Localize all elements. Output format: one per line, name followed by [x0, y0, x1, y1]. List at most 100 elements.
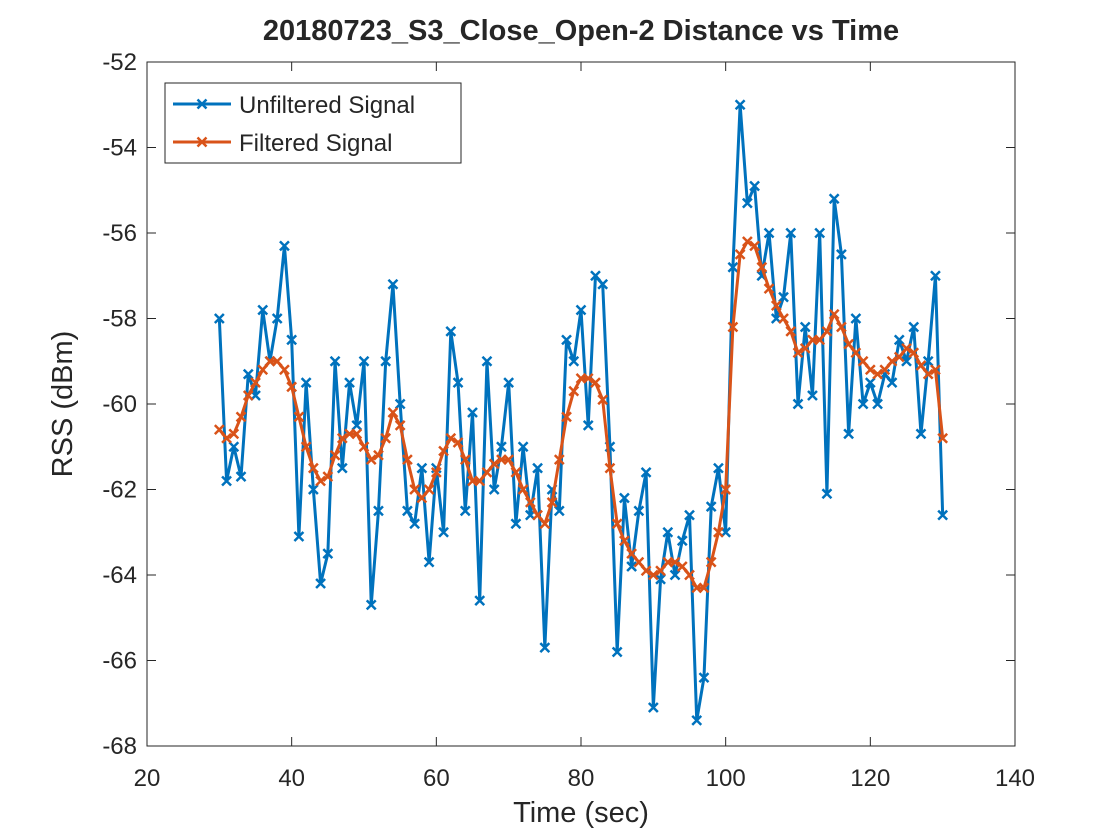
x-tick-label: 100	[706, 765, 746, 792]
point-marker	[763, 227, 775, 239]
point-marker	[821, 488, 833, 500]
point-marker	[242, 390, 254, 401]
legend-label: Filtered Signal	[239, 130, 392, 157]
point-marker	[872, 398, 883, 410]
x-axis-label: Time (sec)	[513, 797, 649, 829]
point-marker	[271, 355, 283, 367]
point-marker	[351, 428, 363, 440]
point-marker	[503, 377, 515, 389]
point-marker	[438, 526, 449, 538]
point-marker	[814, 334, 826, 346]
point-marker	[647, 702, 659, 713]
point-marker	[590, 377, 601, 389]
point-marker	[785, 325, 797, 337]
point-marker	[597, 278, 609, 290]
point-marker	[315, 475, 326, 487]
point-marker	[633, 505, 645, 517]
point-marker	[619, 492, 630, 504]
point-marker	[213, 424, 225, 436]
point-marker	[763, 283, 775, 294]
point-marker	[807, 390, 818, 401]
point-marker	[445, 325, 457, 337]
point-marker	[864, 364, 876, 376]
point-marker	[814, 227, 826, 239]
y-tick-label: -56	[102, 220, 137, 247]
point-marker	[785, 227, 797, 239]
point-marker	[922, 355, 934, 367]
point-marker	[351, 419, 363, 431]
point-marker	[510, 467, 522, 478]
point-marker	[553, 454, 565, 465]
point-marker	[365, 454, 377, 465]
point-marker	[394, 419, 406, 431]
point-marker	[799, 321, 811, 333]
point-marker	[373, 449, 384, 461]
point-marker	[741, 236, 753, 247]
point-marker	[640, 467, 652, 478]
point-marker	[828, 193, 840, 205]
point-marker	[821, 325, 833, 337]
point-marker	[684, 569, 695, 581]
point-marker	[496, 441, 507, 453]
point-marker	[611, 646, 623, 658]
point-marker	[228, 428, 240, 440]
point-marker	[300, 441, 312, 453]
point-marker	[423, 556, 435, 568]
point-marker	[741, 197, 753, 209]
x-tick-label: 40	[278, 765, 305, 792]
point-marker	[937, 432, 949, 444]
point-marker	[850, 347, 862, 359]
point-marker	[228, 441, 240, 453]
point-marker	[373, 505, 384, 517]
point-marker	[568, 385, 580, 397]
x-tick-label: 20	[134, 765, 161, 792]
point-marker	[474, 475, 486, 487]
point-marker	[503, 454, 515, 465]
point-marker	[792, 398, 804, 410]
point-marker	[329, 355, 341, 367]
point-marker	[850, 313, 862, 324]
point-marker	[402, 505, 413, 517]
point-marker	[901, 355, 912, 367]
point-marker	[307, 462, 319, 474]
point-marker	[416, 492, 428, 504]
point-marker	[590, 270, 601, 282]
point-marker	[532, 509, 543, 521]
point-marker	[488, 458, 500, 470]
point-marker	[879, 364, 891, 376]
plot-frame	[146, 61, 1016, 747]
point-marker	[749, 240, 760, 252]
point-marker	[640, 565, 652, 577]
point-marker	[387, 278, 399, 290]
point-marker	[257, 364, 269, 376]
point-marker	[430, 467, 442, 478]
point-marker	[864, 377, 876, 389]
point-marker	[626, 548, 638, 560]
point-marker	[698, 582, 710, 594]
point-marker	[539, 642, 551, 654]
point-marker	[336, 462, 348, 474]
point-marker	[676, 561, 688, 572]
point-marker	[481, 467, 493, 478]
point-marker	[705, 501, 717, 512]
point-marker	[358, 355, 370, 367]
point-marker	[402, 454, 413, 465]
point-marker	[286, 381, 298, 393]
point-marker	[322, 471, 334, 483]
point-marker	[720, 484, 732, 495]
point-marker	[915, 360, 927, 371]
y-axis-label: RSS (dBm)	[47, 331, 79, 478]
point-marker	[734, 248, 746, 260]
point-marker	[286, 334, 298, 346]
legend-label: Unfiltered Signal	[239, 92, 415, 119]
y-tick-label: -54	[102, 135, 137, 162]
point-marker	[727, 261, 739, 273]
point-marker	[452, 437, 464, 448]
point-marker	[901, 343, 912, 354]
point-marker	[611, 518, 623, 530]
point-marker	[778, 313, 789, 324]
x-tick-label: 140	[995, 765, 1035, 792]
legend-marker	[196, 136, 208, 148]
point-marker	[568, 355, 580, 367]
point-marker	[250, 377, 261, 389]
